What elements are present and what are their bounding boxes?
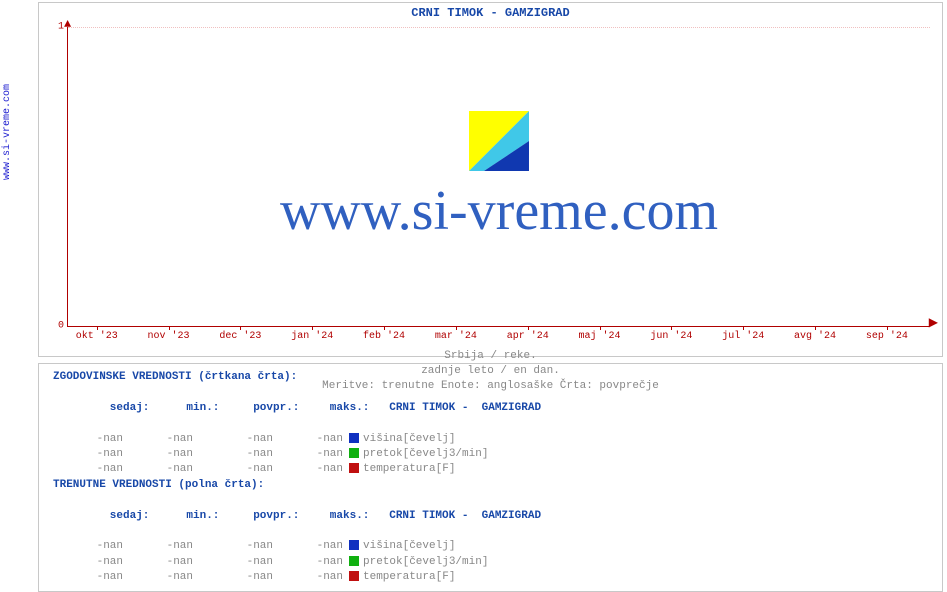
watermark: www.si-vreme.com bbox=[280, 111, 718, 243]
series-swatch bbox=[349, 448, 359, 458]
x-tick-label: okt '23 bbox=[76, 331, 118, 342]
x-tick-label: avg '24 bbox=[794, 331, 836, 342]
x-tick-mark bbox=[528, 326, 529, 330]
x-tick-mark bbox=[384, 326, 385, 330]
x-tick-label: feb '24 bbox=[363, 331, 405, 342]
series-label: višina[čevelj] bbox=[363, 433, 455, 445]
legend-row: -nan-nan-nan-nanvišina[čevelj] bbox=[53, 539, 932, 554]
x-tick-label: maj '24 bbox=[579, 331, 621, 342]
series-swatch bbox=[349, 433, 359, 443]
legend-columns-header: sedaj:min.:povpr.:maks.: CRNI TIMOK - GA… bbox=[53, 493, 932, 539]
x-axis-arrow: ▶ bbox=[929, 315, 938, 330]
chart-title: CRNI TIMOK - GAMZIGRAD bbox=[39, 3, 942, 23]
series-label: temperatura[F] bbox=[363, 463, 455, 475]
gridline bbox=[68, 27, 930, 28]
legend-panel: ZGODOVINSKE VREDNOSTI (črtkana črta): se… bbox=[38, 363, 943, 592]
series-swatch bbox=[349, 540, 359, 550]
series-swatch bbox=[349, 571, 359, 581]
watermark-text: www.si-vreme.com bbox=[280, 179, 718, 243]
station-name: CRNI TIMOK - GAMZIGRAD bbox=[389, 402, 541, 414]
source-link[interactable]: www.si-vreme.com bbox=[2, 84, 13, 180]
x-tick-label: sep '24 bbox=[866, 331, 908, 342]
series-label: pretok[čevelj3/min] bbox=[363, 448, 488, 460]
legend-row: -nan-nan-nan-nanvišina[čevelj] bbox=[53, 432, 932, 447]
series-label: temperatura[F] bbox=[363, 571, 455, 583]
legend-curr-heading: TRENUTNE VREDNOSTI (polna črta): bbox=[53, 478, 932, 493]
chart-panel: CRNI TIMOK - GAMZIGRAD ▲ ▶ www.si-vreme.… bbox=[38, 2, 943, 357]
legend-row: -nan-nan-nan-nantemperatura[F] bbox=[53, 570, 932, 585]
x-tick-mark bbox=[815, 326, 816, 330]
x-tick-label: nov '23 bbox=[148, 331, 190, 342]
x-tick-label: mar '24 bbox=[435, 331, 477, 342]
x-tick-mark bbox=[97, 326, 98, 330]
series-label: pretok[čevelj3/min] bbox=[363, 556, 488, 568]
legend-row: -nan-nan-nan-nanpretok[čevelj3/min] bbox=[53, 555, 932, 570]
x-tick-mark bbox=[600, 326, 601, 330]
x-tick-label: dec '23 bbox=[219, 331, 261, 342]
legend-row: -nan-nan-nan-nantemperatura[F] bbox=[53, 462, 932, 477]
caption-line-1: Srbija / reke. bbox=[39, 349, 942, 364]
x-tick-mark bbox=[887, 326, 888, 330]
x-tick-mark bbox=[456, 326, 457, 330]
legend-hist-heading: ZGODOVINSKE VREDNOSTI (črtkana črta): bbox=[53, 370, 932, 385]
x-tick-label: apr '24 bbox=[507, 331, 549, 342]
series-label: višina[čevelj] bbox=[363, 540, 455, 552]
y-axis-arrow: ▲ bbox=[64, 17, 71, 31]
x-tick-label: jan '24 bbox=[291, 331, 333, 342]
x-tick-mark bbox=[743, 326, 744, 330]
x-tick-mark bbox=[671, 326, 672, 330]
x-tick-mark bbox=[240, 326, 241, 330]
x-tick-label: jul '24 bbox=[722, 331, 764, 342]
y-tick-label: 1 bbox=[50, 22, 64, 33]
series-swatch bbox=[349, 556, 359, 566]
x-tick-label: jun '24 bbox=[650, 331, 692, 342]
logo-icon bbox=[469, 111, 529, 171]
legend-row: -nan-nan-nan-nanpretok[čevelj3/min] bbox=[53, 447, 932, 462]
x-tick-mark bbox=[312, 326, 313, 330]
chart-plot: ▲ ▶ www.si-vreme.com 01okt '23nov '23dec… bbox=[67, 27, 930, 327]
series-swatch bbox=[349, 463, 359, 473]
x-tick-mark bbox=[169, 326, 170, 330]
station-name: CRNI TIMOK - GAMZIGRAD bbox=[389, 510, 541, 522]
legend-columns-header: sedaj:min.:povpr.:maks.: CRNI TIMOK - GA… bbox=[53, 385, 932, 431]
y-tick-label: 0 bbox=[50, 321, 64, 332]
